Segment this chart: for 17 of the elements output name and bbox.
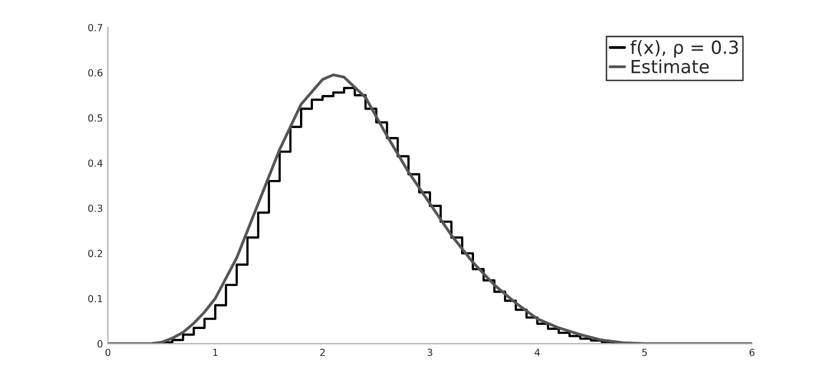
x-tick-label: 0: [105, 348, 110, 356]
x-tick-label: 6: [750, 348, 754, 356]
y-tick-label: 0.5: [88, 114, 102, 122]
y-tick-label: 0.7: [88, 24, 102, 32]
x-tick-label: 4: [534, 348, 540, 356]
x-tick-label: 3: [428, 348, 432, 356]
legend-label: f(x), ρ = 0.3: [630, 40, 738, 58]
y-tick-label: 0.3: [88, 204, 102, 212]
y-tick-label: 0: [97, 340, 102, 348]
x-tick-label: 2: [320, 348, 325, 356]
y-tick-label: 0.6: [88, 69, 102, 76]
x-tick-label: 1: [213, 348, 218, 356]
y-tick-label: 0.1: [88, 294, 102, 302]
y-tick-label: 0.4: [88, 159, 102, 167]
y-tick-label: 0.2: [88, 250, 102, 258]
x-tick-label: 5: [642, 348, 647, 356]
legend-label: Estimate: [632, 59, 709, 74]
